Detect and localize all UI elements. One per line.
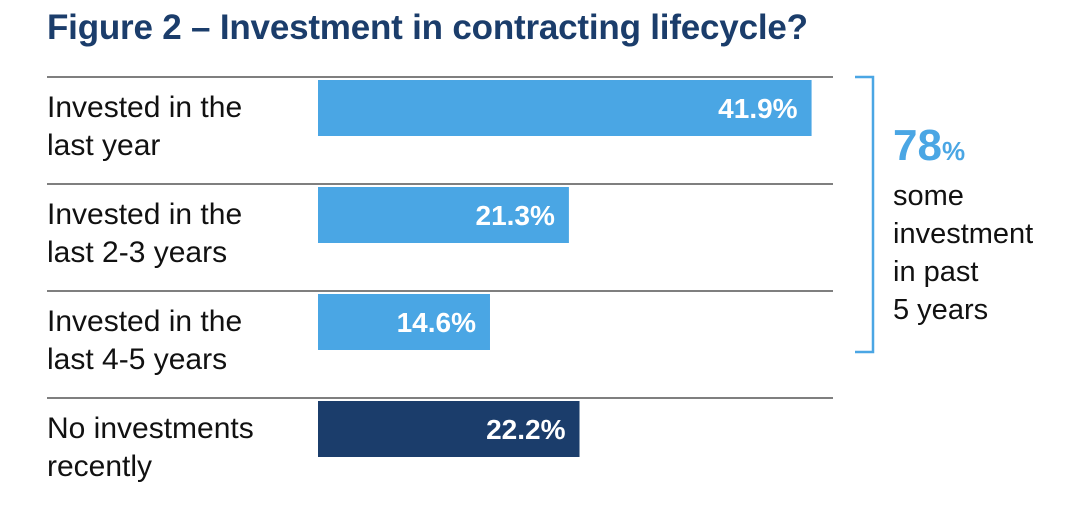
- chart-title: Figure 2 – Investment in contracting lif…: [47, 8, 808, 47]
- bar-1: [318, 80, 812, 136]
- summary-line-3: in past: [893, 256, 979, 288]
- category-label-line: last 4-5 years: [47, 343, 227, 376]
- bar-3: [318, 294, 490, 350]
- summary-callout: 78% some investment in past 5 years: [893, 120, 1083, 329]
- bar-value-label: 14.6%: [397, 307, 476, 338]
- bar-2: [318, 187, 569, 243]
- category-label-line: last year: [47, 129, 160, 162]
- bar-value-label: 41.9%: [718, 93, 797, 124]
- summary-percentage: 78%: [893, 120, 1083, 177]
- category-label-line: last 2-3 years: [47, 236, 227, 269]
- summary-line-2: investment: [893, 218, 1034, 250]
- summary-value-unit: %: [941, 136, 966, 166]
- category-label-line: Invested in the: [47, 198, 242, 231]
- category-label-line: Invested in the: [47, 305, 242, 338]
- category-label-line: No investments: [47, 412, 254, 445]
- summary-value-number: 78: [893, 121, 942, 170]
- bar-4: [318, 401, 580, 457]
- summary-line-4: 5 years: [893, 294, 989, 326]
- summary-bracket: [855, 75, 875, 354]
- category-label-line: recently: [47, 450, 152, 483]
- summary-line-1: some: [893, 180, 964, 212]
- bar-value-label: 22.2%: [486, 414, 565, 445]
- bar-value-label: 21.3%: [476, 200, 555, 231]
- category-label-line: Invested in the: [47, 91, 242, 124]
